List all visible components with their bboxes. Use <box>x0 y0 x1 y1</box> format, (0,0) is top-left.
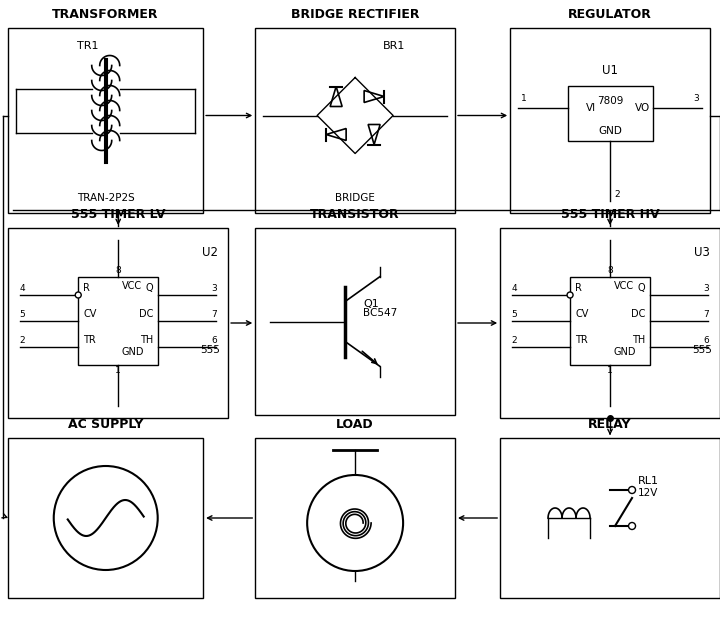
Text: VI: VI <box>586 103 596 113</box>
Text: DC: DC <box>631 309 645 319</box>
Bar <box>78 277 158 365</box>
Text: 4: 4 <box>19 284 25 293</box>
Text: 3: 3 <box>693 94 699 103</box>
Text: 7: 7 <box>703 310 709 319</box>
Text: 1: 1 <box>607 366 613 375</box>
Bar <box>255 228 455 415</box>
Text: TR: TR <box>84 335 96 345</box>
Text: U1: U1 <box>602 65 618 77</box>
Text: AC SUPPLY: AC SUPPLY <box>68 418 143 431</box>
Text: Q: Q <box>145 283 153 293</box>
Text: 2: 2 <box>614 190 620 199</box>
Text: R: R <box>84 283 90 293</box>
Bar <box>255 438 455 598</box>
Bar <box>255 28 455 213</box>
Bar <box>8 438 203 598</box>
Circle shape <box>75 292 81 298</box>
Text: VO: VO <box>635 103 650 113</box>
Text: CV: CV <box>84 309 96 319</box>
Bar <box>500 438 720 598</box>
Circle shape <box>629 522 636 529</box>
Text: RL1: RL1 <box>638 476 659 486</box>
Text: TRANSISTOR: TRANSISTOR <box>310 208 400 221</box>
Bar <box>510 28 710 213</box>
Text: 1: 1 <box>115 366 121 375</box>
Text: TR1: TR1 <box>77 41 99 51</box>
Text: 12V: 12V <box>638 488 658 498</box>
Text: 555: 555 <box>692 345 712 355</box>
Text: Q1: Q1 <box>363 299 379 308</box>
Text: TRAN-2P2S: TRAN-2P2S <box>77 193 135 203</box>
Text: REGULATOR: REGULATOR <box>568 8 652 21</box>
Text: TH: TH <box>631 335 645 345</box>
Circle shape <box>629 487 636 494</box>
Bar <box>8 228 228 418</box>
Bar <box>500 228 720 418</box>
Text: CV: CV <box>575 309 588 319</box>
Text: 8: 8 <box>115 266 121 275</box>
Text: 555 TIMER LV: 555 TIMER LV <box>71 208 166 221</box>
Circle shape <box>307 475 403 571</box>
Text: 2: 2 <box>511 336 517 345</box>
Text: RELAY: RELAY <box>588 418 631 431</box>
Text: 8: 8 <box>607 266 613 275</box>
Bar <box>8 28 203 213</box>
Bar <box>570 277 650 365</box>
Circle shape <box>54 466 158 570</box>
Text: 1: 1 <box>521 94 527 103</box>
Text: 6: 6 <box>703 336 709 345</box>
Text: R: R <box>575 283 582 293</box>
Text: TR: TR <box>575 335 588 345</box>
Text: BR1: BR1 <box>383 41 405 51</box>
Text: Q: Q <box>637 283 645 293</box>
Text: 2: 2 <box>19 336 25 345</box>
Text: 3: 3 <box>703 284 709 293</box>
Text: GND: GND <box>598 125 622 135</box>
Text: BRIDGE RECTIFIER: BRIDGE RECTIFIER <box>291 8 419 21</box>
Text: BC547: BC547 <box>363 308 397 318</box>
Text: 5: 5 <box>19 310 25 319</box>
Text: 555: 555 <box>200 345 220 355</box>
Text: VCC: VCC <box>614 281 634 291</box>
Text: GND: GND <box>613 347 636 357</box>
Text: 3: 3 <box>211 284 217 293</box>
Text: DC: DC <box>139 309 153 319</box>
Text: TRANSFORMER: TRANSFORMER <box>52 8 158 21</box>
Text: BRIDGE: BRIDGE <box>336 193 375 203</box>
Text: U3: U3 <box>694 246 710 259</box>
Text: 555 TIMER HV: 555 TIMER HV <box>561 208 660 221</box>
Text: VCC: VCC <box>122 281 143 291</box>
Text: 7809: 7809 <box>597 96 624 106</box>
Circle shape <box>567 292 573 298</box>
Text: 6: 6 <box>211 336 217 345</box>
Text: GND: GND <box>121 347 144 357</box>
Bar <box>568 85 653 141</box>
Text: 5: 5 <box>511 310 517 319</box>
Text: TH: TH <box>140 335 153 345</box>
Text: LOAD: LOAD <box>336 418 374 431</box>
Text: 7: 7 <box>211 310 217 319</box>
Text: 4: 4 <box>511 284 517 293</box>
Text: U2: U2 <box>202 246 218 259</box>
